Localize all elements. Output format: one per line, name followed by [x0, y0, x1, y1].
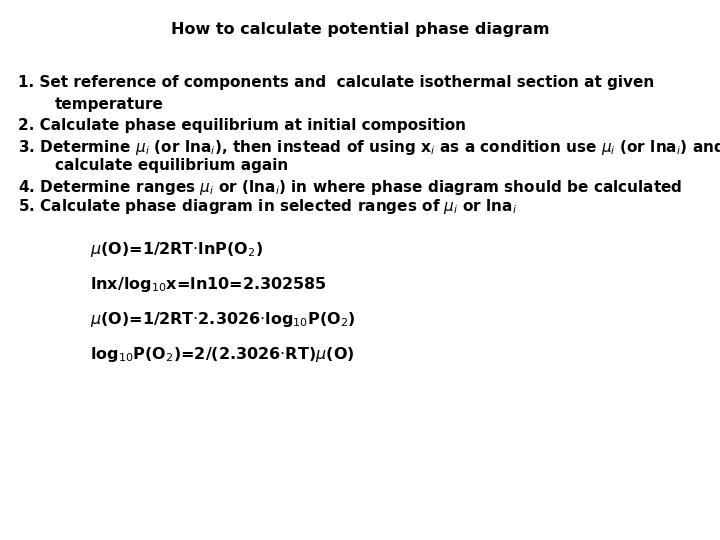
Text: 1. Set reference of components and  calculate isothermal section at given: 1. Set reference of components and calcu…	[18, 75, 654, 90]
Text: lnx/log$_{10}$x=ln10=2.302585: lnx/log$_{10}$x=ln10=2.302585	[90, 275, 327, 294]
Text: How to calculate potential phase diagram: How to calculate potential phase diagram	[171, 22, 549, 37]
Text: 3. Determine $\mu_i$ (or lna$_i$), then instead of using x$_i$ as a condition us: 3. Determine $\mu_i$ (or lna$_i$), then …	[18, 138, 720, 157]
Text: 2. Calculate phase equilibrium at initial composition: 2. Calculate phase equilibrium at initia…	[18, 118, 466, 133]
Text: $\mu$(O)=1/2RT$\cdot$lnP(O$_2$): $\mu$(O)=1/2RT$\cdot$lnP(O$_2$)	[90, 240, 263, 259]
Text: 4. Determine ranges $\mu_i$ or (lna$_i$) in where phase diagram should be calcul: 4. Determine ranges $\mu_i$ or (lna$_i$)…	[18, 178, 682, 197]
Text: calculate equilibrium again: calculate equilibrium again	[55, 158, 288, 173]
Text: 5. Calculate phase diagram in selected ranges of $\mu_i$ or lna$_i$: 5. Calculate phase diagram in selected r…	[18, 197, 517, 216]
Text: temperature: temperature	[55, 97, 164, 112]
Text: log$_{10}$P(O$_2$)=2/(2.3026$\cdot$RT)$\mu$(O): log$_{10}$P(O$_2$)=2/(2.3026$\cdot$RT)$\…	[90, 345, 354, 364]
Text: $\mu$(O)=1/2RT$\cdot$2.3026$\cdot$log$_{10}$P(O$_2$): $\mu$(O)=1/2RT$\cdot$2.3026$\cdot$log$_{…	[90, 310, 356, 329]
